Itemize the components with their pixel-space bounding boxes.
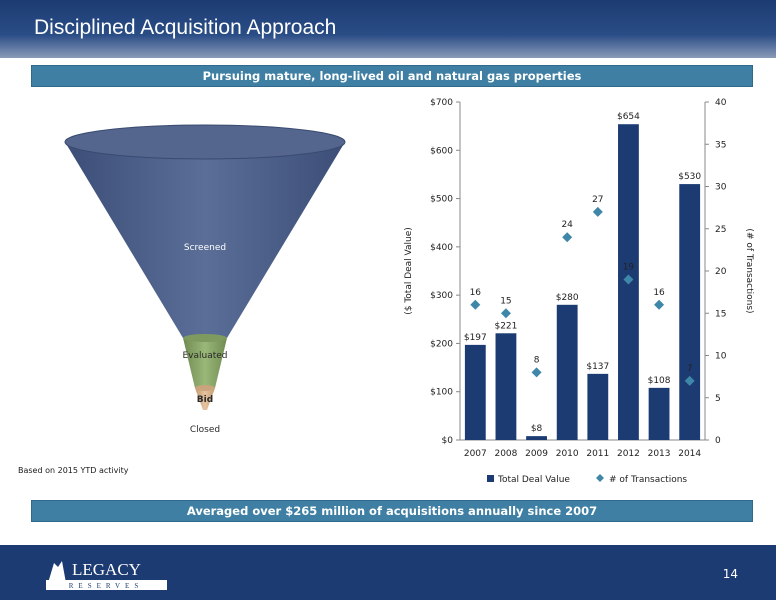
y-tick-label: $400	[430, 243, 453, 253]
x-tick-label: 2010	[556, 449, 579, 459]
y2-tick-label: 20	[715, 267, 727, 277]
transaction-point	[562, 232, 573, 243]
funnel-evaluated	[183, 338, 227, 388]
transaction-value-label: 7	[687, 364, 693, 374]
x-tick-label: 2011	[586, 449, 609, 459]
legend-swatch-bar	[487, 475, 494, 482]
footnote: Based on 2015 YTD activity	[18, 466, 129, 475]
bar	[526, 436, 547, 440]
bar-value-label: $654	[617, 112, 640, 122]
transaction-value-label: 27	[592, 195, 603, 205]
top-banner: Pursuing mature, long-lived oil and natu…	[31, 65, 753, 87]
slide-title: Disciplined Acquisition Approach	[34, 16, 337, 39]
y-tick-label: $200	[430, 339, 453, 349]
x-tick-label: 2012	[617, 449, 640, 459]
slide-footer: LEGACY RESERVES 14	[0, 545, 776, 600]
transaction-point	[531, 367, 542, 378]
y2-tick-label: 30	[715, 183, 727, 193]
funnel-label-bid: Bid	[197, 395, 213, 405]
legend-label-bar: Total Deal Value	[497, 475, 570, 485]
transaction-value-label: 24	[561, 220, 573, 230]
deal-value-chart: $0 $100 $200 $300 $400 $500 $600 $700 0 5 10 15 20 25…	[404, 98, 754, 485]
y-tick-label: $300	[430, 291, 453, 301]
y2-tick-label: 35	[715, 140, 726, 150]
bar	[464, 344, 486, 440]
logo-tagline: RESERVES	[69, 582, 143, 590]
bottom-banner: Averaged over $265 million of acquisitio…	[31, 500, 753, 522]
legend-label-point: # of Transactions	[609, 475, 687, 485]
y-tick-label: $700	[430, 98, 453, 108]
bar-value-label: $137	[586, 362, 609, 372]
y2-tick-label: 40	[715, 98, 727, 108]
transaction-value-label: 19	[623, 262, 635, 272]
y-axis-title: ($ Total Deal Value)	[404, 227, 414, 315]
x-tick-label: 2014	[678, 449, 701, 459]
transaction-point	[470, 299, 481, 310]
bar-value-label: $8	[531, 424, 543, 434]
transaction-point	[654, 299, 665, 310]
y2-axis-title: (# of Transactions)	[744, 228, 754, 313]
funnel-label-closed: Closed	[190, 425, 220, 435]
slide-header: Disciplined Acquisition Approach	[0, 0, 776, 58]
x-tick-label: 2008	[494, 449, 517, 459]
transaction-point	[500, 308, 511, 319]
bar-value-label: $280	[556, 293, 579, 303]
x-tick-label: 2007	[464, 449, 487, 459]
y2-tick-label: 25	[715, 225, 726, 235]
y2-tick-label: 10	[715, 352, 727, 362]
transaction-value-label: 8	[534, 355, 540, 365]
bar	[679, 184, 701, 440]
y2-tick-label: 15	[715, 309, 726, 319]
acquisition-funnel: Screened Evaluated Bid Closed	[64, 124, 346, 435]
bar-value-label: $108	[648, 376, 671, 386]
legend-swatch-point	[596, 474, 604, 482]
bar-value-label: $221	[494, 321, 517, 331]
transaction-value-label: 15	[500, 296, 511, 306]
transaction-value-label: 16	[653, 288, 665, 298]
company-logo: LEGACY RESERVES	[44, 553, 169, 593]
x-tick-label: 2013	[648, 449, 671, 459]
transaction-value-label: 16	[470, 288, 482, 298]
funnel-screened	[65, 142, 345, 338]
bar-value-label: $197	[464, 333, 487, 343]
y-tick-label: $0	[442, 436, 454, 446]
funnel-label-evaluated: Evaluated	[182, 351, 227, 361]
x-tick-label: 2009	[525, 449, 548, 459]
bar-value-label: $530	[678, 172, 701, 182]
bar	[648, 387, 670, 440]
transaction-point	[684, 375, 695, 386]
logo-wordmark: LEGACY	[72, 560, 141, 579]
y2-tick-label: 5	[715, 394, 721, 404]
bar	[587, 373, 609, 440]
page-number: 14	[722, 567, 738, 581]
y-tick-label: $600	[430, 146, 453, 156]
bar	[495, 333, 517, 440]
y-tick-label: $500	[430, 195, 453, 205]
y2-tick-label: 0	[715, 436, 721, 446]
funnel-bid	[195, 388, 215, 410]
funnel-label-screened: Screened	[184, 243, 226, 253]
transaction-point	[623, 274, 634, 285]
y-tick-label: $100	[430, 388, 453, 398]
bar	[556, 304, 578, 440]
transaction-point	[592, 206, 603, 217]
